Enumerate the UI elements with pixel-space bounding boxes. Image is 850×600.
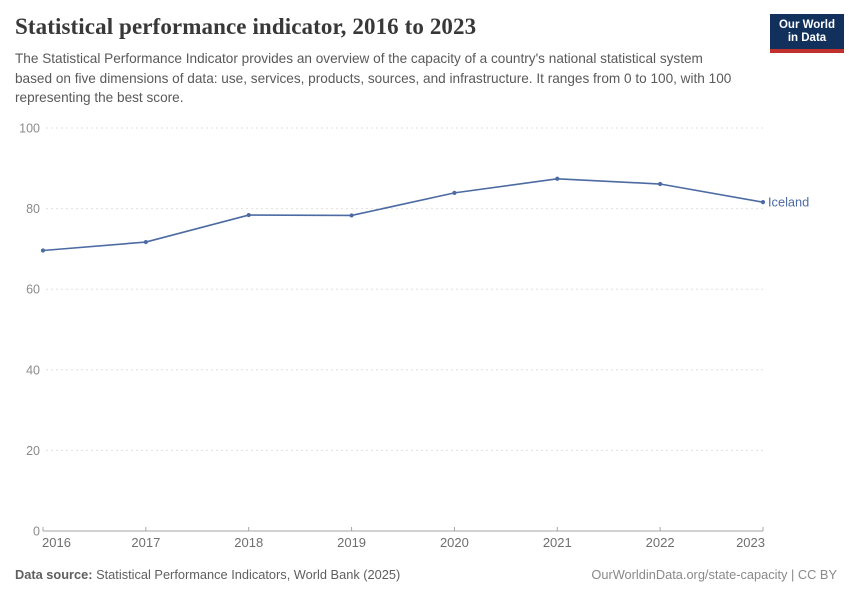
chart-footer: Data source: Statistical Performance Ind… xyxy=(15,567,837,582)
series-line-iceland xyxy=(42,177,764,252)
data-source-note: Data source: Statistical Performance Ind… xyxy=(15,567,400,582)
data-point-2020[interactable] xyxy=(452,190,457,195)
x-axis-tick-label: 2019 xyxy=(337,535,366,550)
y-axis-tick-label: 100 xyxy=(19,122,40,136)
data-point-2022[interactable] xyxy=(658,181,663,187)
owid-url-link[interactable]: OurWorldinData.org/state-capacity xyxy=(591,567,788,582)
data-point-2017[interactable] xyxy=(143,239,148,245)
y-axis-tick-label: 40 xyxy=(26,363,40,377)
data-point-2023[interactable] xyxy=(760,200,766,205)
footer-separator: | xyxy=(787,567,798,582)
chart-subtitle: The Statistical Performance Indicator pr… xyxy=(15,51,732,105)
line-chart: 0 20 40 60 80 100 2016 2017 2018 2019 2020 2021 2022… xyxy=(19,122,809,551)
x-axis-tick-label: 2021 xyxy=(543,535,572,550)
x-axis-tick-label: 2018 xyxy=(234,535,263,550)
license-label: CC BY xyxy=(797,567,837,582)
y-axis-tick-label: 0 xyxy=(33,525,40,539)
chart-title: Statistical performance indicator, 2016 … xyxy=(15,14,477,39)
footer-attribution: OurWorldinData.org/state-capacity | CC B… xyxy=(591,567,837,582)
y-axis-tick-label: 20 xyxy=(26,444,40,458)
x-axis-tick-label: 2016 xyxy=(42,535,71,550)
owid-logo[interactable]: Our World in Data xyxy=(770,14,844,53)
data-point-2019[interactable] xyxy=(349,213,354,218)
series-end-label: Iceland xyxy=(768,195,809,210)
data-source-label: Data source: xyxy=(15,567,93,582)
y-axis-tick-label: 60 xyxy=(26,283,40,297)
data-point-2018[interactable] xyxy=(246,212,251,218)
x-axis-tick-label: 2023 xyxy=(736,535,765,550)
x-axis-tick-label: 2017 xyxy=(131,535,160,550)
data-source-text: Statistical Performance Indicators, Worl… xyxy=(92,567,401,582)
owid-logo-line2: in Data xyxy=(787,31,827,44)
owid-logo-line1: Our World xyxy=(778,18,835,31)
data-point-2016[interactable] xyxy=(40,248,46,253)
chart-header: Statistical performance indicator, 2016 … xyxy=(15,14,755,108)
data-point-2021[interactable] xyxy=(555,176,560,181)
x-axis-tick-label: 2020 xyxy=(440,535,469,550)
y-axis-tick-label: 80 xyxy=(26,202,40,216)
x-axis-tick-label: 2022 xyxy=(646,535,675,550)
